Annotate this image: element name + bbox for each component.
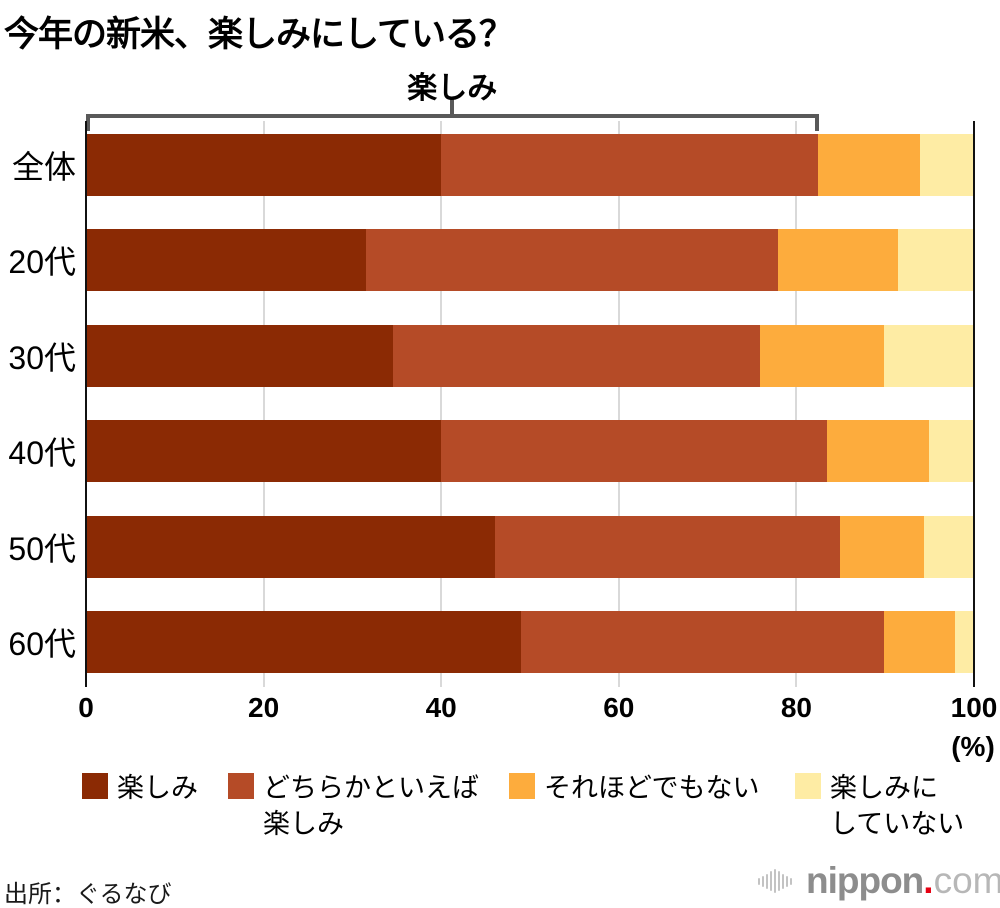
bar-segment <box>817 134 920 196</box>
chart-title: 今年の新米、楽しみにしている？ <box>4 15 514 54</box>
bar-segment <box>87 134 442 196</box>
grid-line <box>262 121 265 687</box>
bar-segment <box>778 229 898 291</box>
category-label: 全体 <box>11 149 76 185</box>
x-tick-label: 80 <box>780 692 812 723</box>
legend-label: 楽しみ <box>117 773 198 803</box>
logo-text-nippon: nippon <box>806 860 924 901</box>
legend-label: それほどでもない <box>544 773 760 803</box>
soundwave-icon <box>758 869 794 893</box>
bar-row <box>87 611 973 673</box>
axis-unit-label: (%) <box>951 731 995 762</box>
bar-segment <box>87 325 393 387</box>
legend-item: どちらかといえば 楽しみ <box>228 770 479 842</box>
bar-segment <box>840 516 925 578</box>
x-tick-label: 20 <box>248 692 280 723</box>
axis-line <box>973 121 975 687</box>
bar-segment <box>87 611 522 673</box>
category-label: 40代 <box>8 435 76 471</box>
legend-swatch <box>228 773 254 799</box>
bar-row <box>87 134 973 196</box>
bar-segment <box>928 420 973 482</box>
x-tick-label: 60 <box>603 692 635 723</box>
bar-segment <box>521 611 885 673</box>
category-label: 60代 <box>8 626 76 662</box>
bar-segment <box>919 134 973 196</box>
soundwave-bar <box>766 873 768 889</box>
bar-segment <box>760 325 885 387</box>
legend-swatch <box>82 773 108 799</box>
bar-row <box>87 229 973 291</box>
bar-segment <box>897 229 973 291</box>
grid-line <box>440 121 443 687</box>
soundwave-bar <box>758 877 760 885</box>
bar-segment <box>366 229 779 291</box>
legend-swatch <box>509 773 535 799</box>
nippon-logo: nippon . com <box>758 856 1000 906</box>
bar-segment <box>924 516 973 578</box>
bar-segment <box>955 611 973 673</box>
bar-segment <box>441 420 827 482</box>
axis-line <box>85 121 87 687</box>
legend-label: どちらかといえば 楽しみ <box>263 773 479 839</box>
bracket <box>86 114 819 131</box>
x-tick-label: 100 <box>950 692 998 723</box>
bar-row <box>87 516 973 578</box>
legend-item: 楽しみ <box>82 770 198 806</box>
soundwave-bar <box>770 871 772 891</box>
logo-text-com: com <box>933 860 1000 901</box>
bar-segment <box>87 229 367 291</box>
soundwave-bar <box>790 877 792 885</box>
soundwave-bar <box>786 875 788 887</box>
bracket-connector <box>450 99 455 115</box>
bar-segment <box>441 134 818 196</box>
logo-dot: . <box>923 860 934 901</box>
bar-row <box>87 325 973 387</box>
soundwave-bar <box>774 869 776 893</box>
bar-segment <box>826 420 929 482</box>
grid-line <box>795 121 798 687</box>
bar-segment <box>87 516 495 578</box>
bar-segment <box>392 325 761 387</box>
soundwave-bar <box>782 873 784 889</box>
soundwave-bar <box>762 875 764 887</box>
bar-segment <box>884 325 973 387</box>
bar-segment <box>87 420 442 482</box>
x-tick-label: 40 <box>425 692 457 723</box>
bracket-label: 楽しみ <box>407 72 498 105</box>
bar-segment <box>494 516 841 578</box>
category-label: 30代 <box>8 340 76 376</box>
legend-item: 楽しみに していない <box>795 770 964 842</box>
soundwave-bar <box>778 871 780 891</box>
legend-label: 楽しみに していない <box>830 773 965 839</box>
category-label: 50代 <box>8 531 76 567</box>
source-text: 出所：ぐるなび <box>4 881 172 908</box>
x-tick-label: 0 <box>78 692 94 723</box>
legend-item: それほどでもない <box>509 770 759 806</box>
bar-row <box>87 420 973 482</box>
bar-segment <box>884 611 956 673</box>
legend-swatch <box>795 773 821 799</box>
grid-line <box>617 121 620 687</box>
category-label: 20代 <box>8 244 76 280</box>
